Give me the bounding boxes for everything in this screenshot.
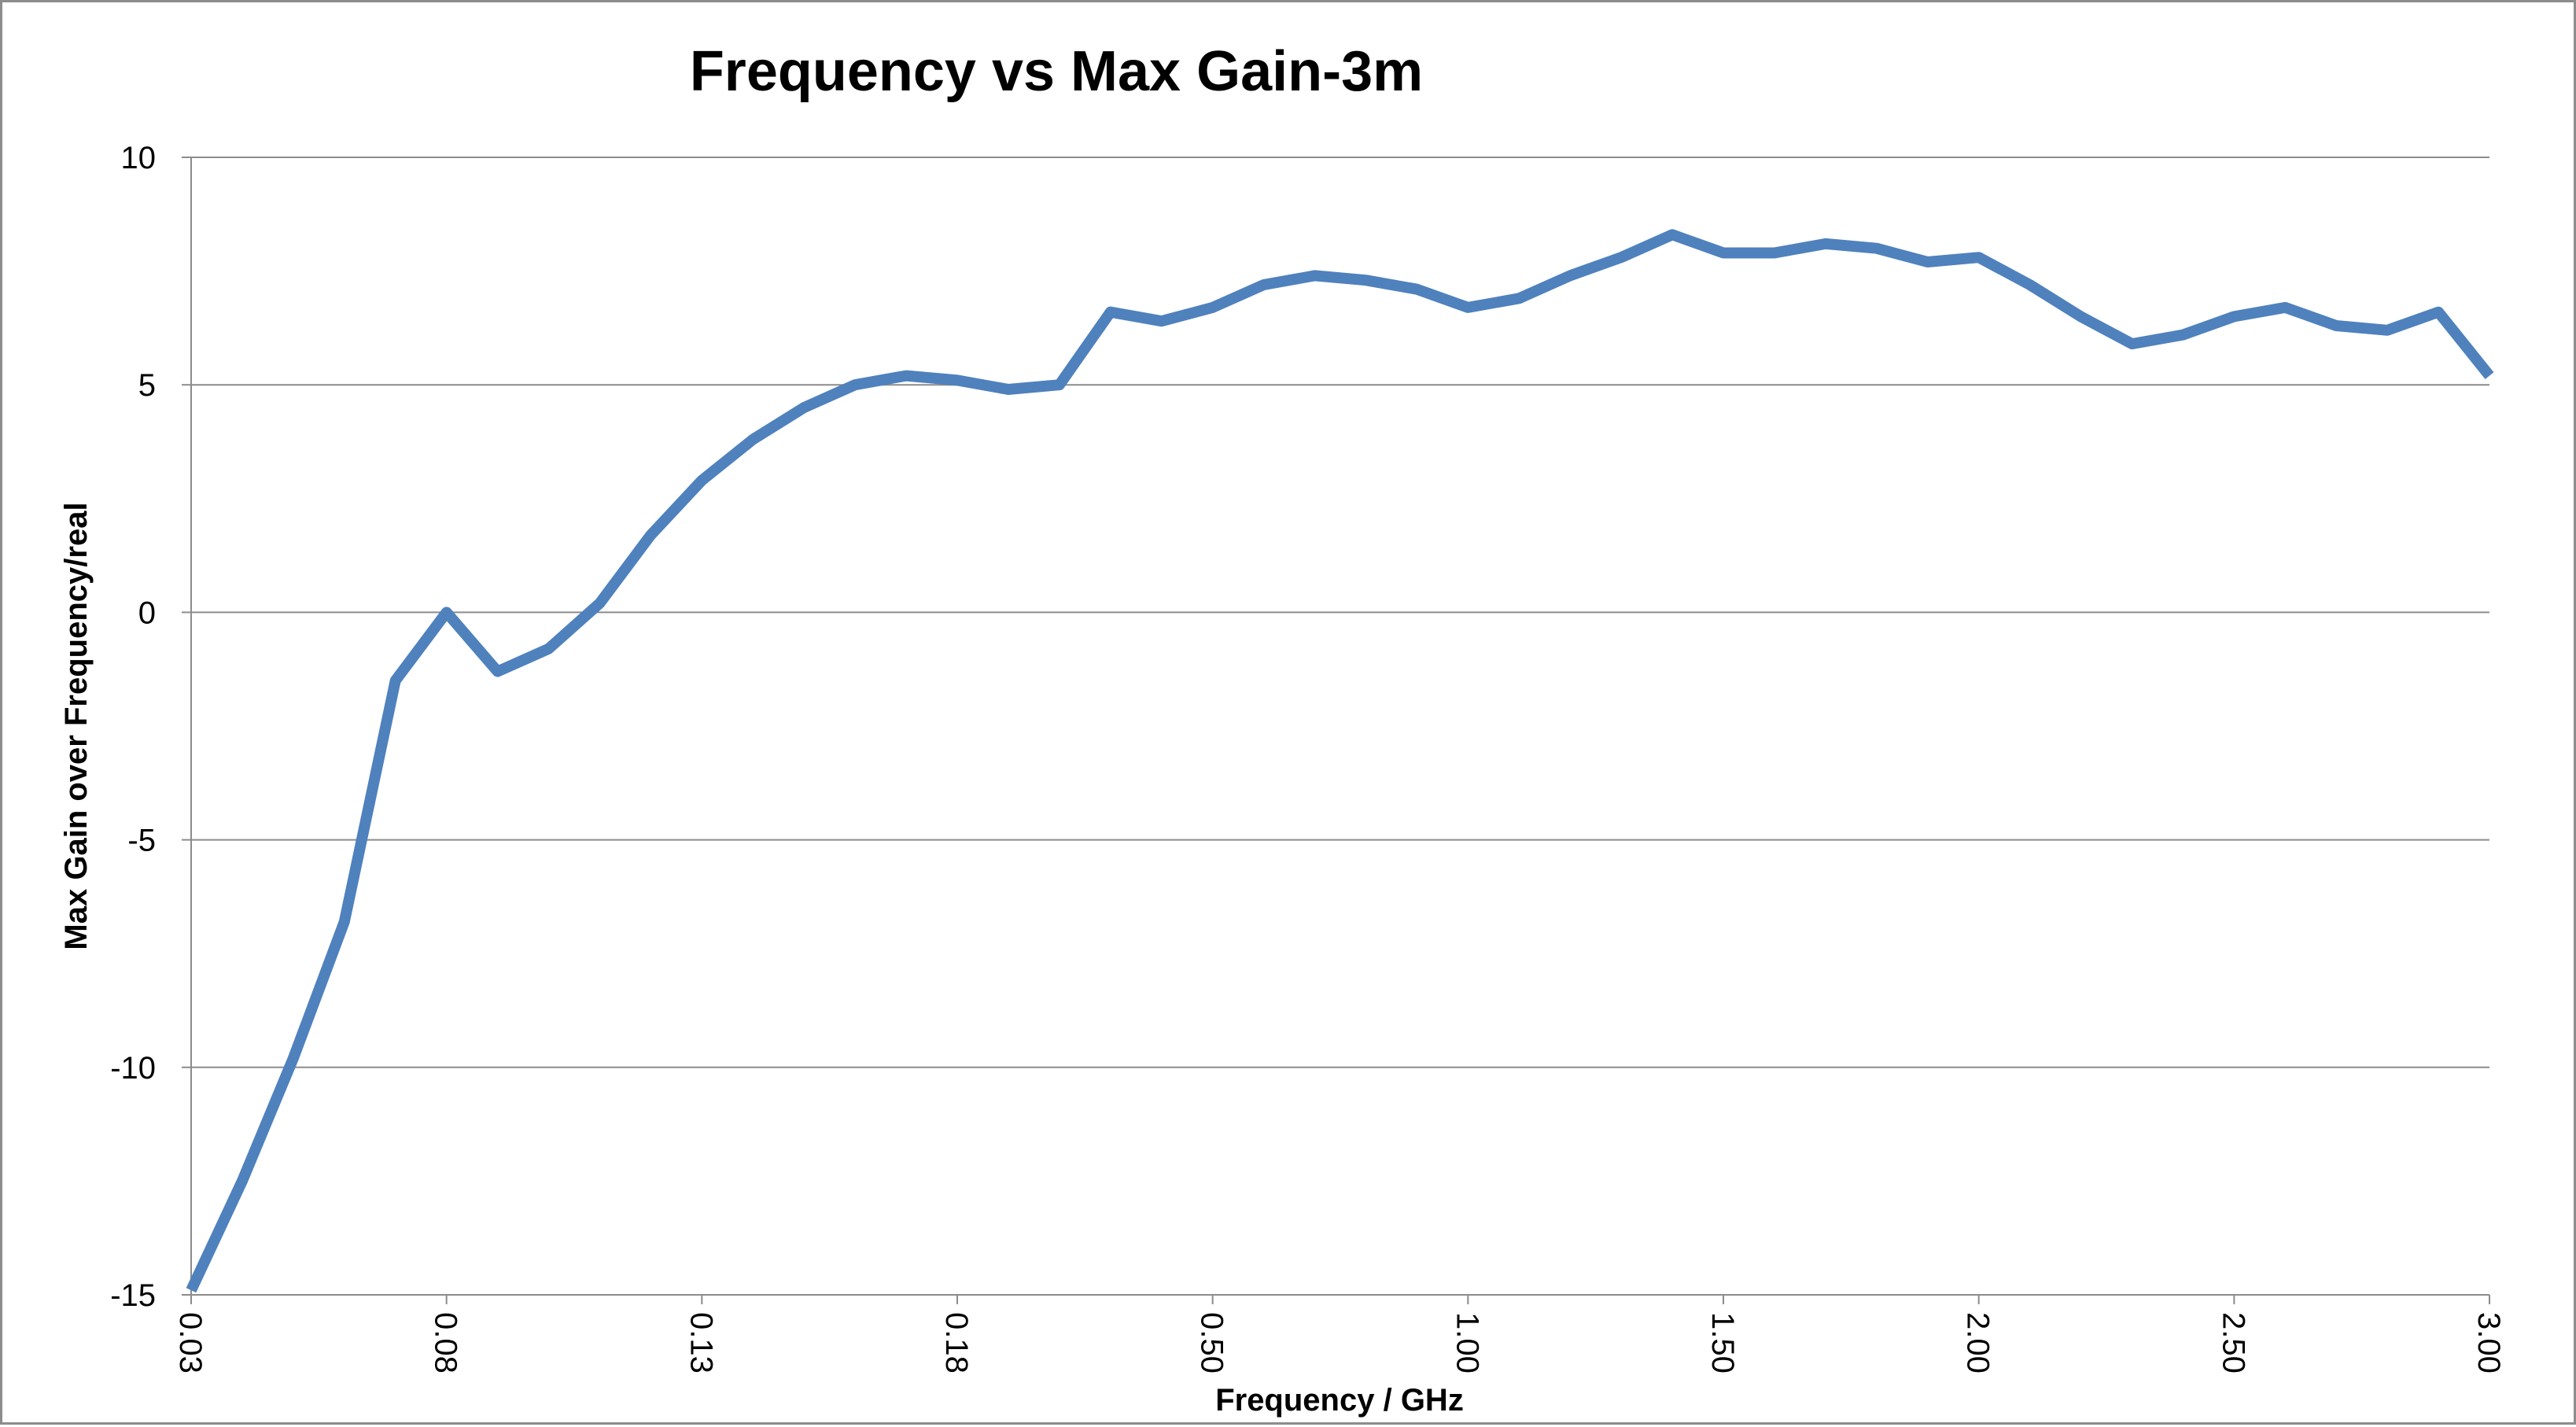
y-tick-label: 5 <box>138 368 156 403</box>
y-tick-label: -5 <box>127 824 156 858</box>
x-tick-label: 0.08 <box>429 1312 463 1374</box>
x-axis-ticks: 0.03 0.08 0.13 0.18 0.50 1.00 1.50 2.00 2.50 3.00 <box>173 1295 2506 1374</box>
y-tick-label: 0 <box>138 596 156 630</box>
x-tick-label: 2.00 <box>1961 1312 1996 1374</box>
x-tick-label: 0.50 <box>1195 1312 1229 1374</box>
x-tick-label: 0.13 <box>684 1312 718 1374</box>
series-line <box>186 229 2494 1293</box>
y-tick-label: -15 <box>110 1278 156 1313</box>
x-tick-label: 1.00 <box>1450 1312 1484 1374</box>
chart-title: Frequency vs Max Gain-3m <box>690 40 1423 103</box>
y-axis-title: Max Gain over Frequency/real <box>59 502 94 949</box>
x-axis-title: Frequency / GHz <box>1215 1383 1464 1418</box>
x-tick-label: 0.18 <box>939 1312 974 1374</box>
x-tick-label: 0.03 <box>173 1312 208 1374</box>
x-tick-label: 1.50 <box>1705 1312 1740 1374</box>
x-tick-label: 2.50 <box>2216 1312 2250 1374</box>
x-tick-label: 3.00 <box>2471 1312 2506 1374</box>
series-layer <box>186 229 2494 1293</box>
y-axis-ticks: 10 5 0 -5 -10 -15 <box>110 141 191 1313</box>
gridlines <box>191 157 2489 1296</box>
axes <box>190 157 2489 1296</box>
y-tick-label: -10 <box>110 1051 156 1086</box>
y-tick-label: 10 <box>121 141 157 175</box>
